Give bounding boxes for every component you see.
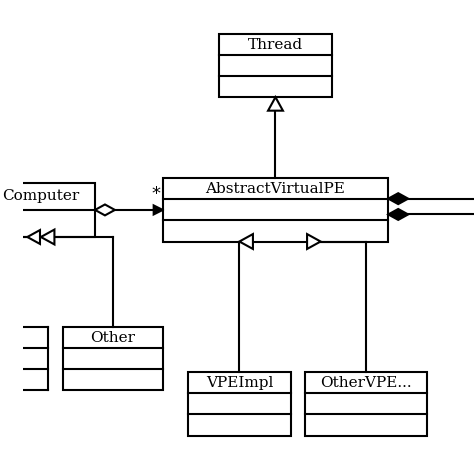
Bar bbox=[0, 183, 95, 237]
Bar bbox=[64, 327, 163, 391]
Polygon shape bbox=[154, 205, 163, 214]
Text: OtherVPE...: OtherVPE... bbox=[320, 376, 411, 390]
Polygon shape bbox=[95, 204, 115, 215]
Text: *: * bbox=[151, 185, 160, 203]
Text: Other: Other bbox=[91, 331, 136, 345]
Polygon shape bbox=[307, 234, 320, 249]
Polygon shape bbox=[41, 229, 55, 245]
Text: Computer: Computer bbox=[2, 190, 80, 203]
Polygon shape bbox=[27, 230, 40, 244]
Polygon shape bbox=[388, 209, 408, 220]
Bar bbox=[163, 178, 388, 242]
Text: VPEImpl: VPEImpl bbox=[206, 376, 273, 390]
Bar bbox=[219, 34, 332, 97]
Polygon shape bbox=[388, 193, 408, 204]
Polygon shape bbox=[239, 234, 253, 249]
Text: Thread: Thread bbox=[248, 37, 303, 52]
Bar bbox=[188, 373, 292, 436]
Bar bbox=[305, 373, 427, 436]
Text: AbstractVirtualPE: AbstractVirtualPE bbox=[206, 182, 346, 196]
Polygon shape bbox=[268, 97, 283, 110]
